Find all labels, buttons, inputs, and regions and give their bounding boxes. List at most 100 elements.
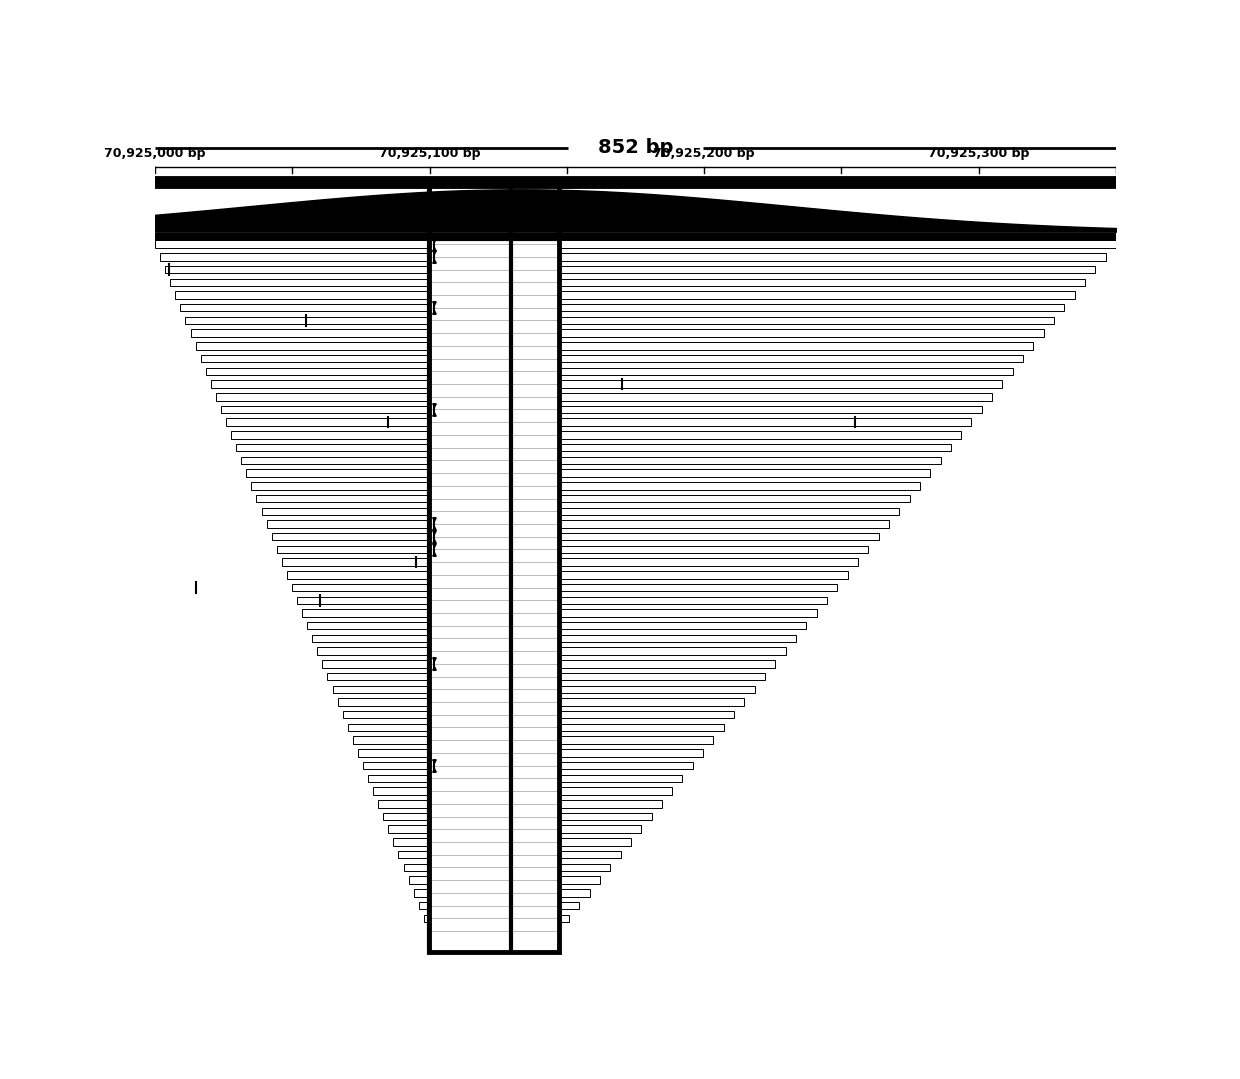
Bar xyxy=(558,660,775,668)
Text: 70,925,000 bp: 70,925,000 bp xyxy=(104,147,206,160)
Bar xyxy=(429,186,558,952)
Bar xyxy=(558,863,610,871)
Text: 70,925,200 bp: 70,925,200 bp xyxy=(653,147,755,160)
Bar xyxy=(558,380,1002,387)
Bar xyxy=(558,597,827,604)
Bar xyxy=(180,304,429,312)
Bar xyxy=(247,469,429,477)
Bar xyxy=(558,902,579,910)
Bar xyxy=(262,507,429,515)
Bar xyxy=(558,634,796,642)
Bar xyxy=(558,851,620,859)
Bar xyxy=(558,291,1075,299)
Bar xyxy=(403,863,429,871)
Bar xyxy=(170,278,429,286)
Bar xyxy=(373,788,429,795)
Bar xyxy=(558,342,1033,350)
Bar xyxy=(211,380,429,387)
Bar xyxy=(317,647,429,655)
Bar xyxy=(409,876,429,884)
Bar xyxy=(206,368,429,375)
Bar xyxy=(281,558,429,565)
Bar xyxy=(175,291,429,299)
Bar xyxy=(221,406,429,413)
Bar xyxy=(201,355,429,363)
Bar xyxy=(226,419,429,426)
Bar xyxy=(558,558,858,565)
Bar xyxy=(342,711,429,719)
Bar xyxy=(398,851,429,859)
Bar xyxy=(558,456,940,464)
Bar xyxy=(196,342,429,350)
Bar xyxy=(558,812,651,820)
Bar xyxy=(353,737,429,743)
Bar xyxy=(155,241,429,248)
Bar xyxy=(558,838,631,846)
Text: 70,925,100 bp: 70,925,100 bp xyxy=(379,147,480,160)
Bar xyxy=(558,825,641,833)
Bar xyxy=(558,584,837,591)
Bar xyxy=(291,584,429,591)
Bar xyxy=(558,355,1023,363)
Bar xyxy=(558,724,724,732)
Bar xyxy=(558,647,786,655)
Bar xyxy=(165,265,429,273)
Bar xyxy=(558,317,1054,324)
Bar xyxy=(272,533,429,541)
Bar xyxy=(378,800,429,807)
Bar xyxy=(322,660,429,668)
Text: 70,925,300 bp: 70,925,300 bp xyxy=(928,147,1029,160)
Bar xyxy=(327,673,429,681)
Bar xyxy=(419,902,429,910)
Bar xyxy=(558,762,693,769)
Bar xyxy=(337,698,429,706)
Bar xyxy=(558,393,992,400)
Bar xyxy=(558,698,744,706)
Bar xyxy=(277,546,429,554)
Bar xyxy=(558,889,589,897)
Bar xyxy=(252,482,429,490)
Bar xyxy=(347,724,429,732)
Bar xyxy=(298,597,429,604)
Bar xyxy=(424,915,429,921)
Bar xyxy=(558,711,734,719)
Bar xyxy=(393,838,429,846)
Bar xyxy=(242,456,429,464)
Bar xyxy=(414,889,429,897)
Bar xyxy=(231,432,429,439)
Bar xyxy=(388,825,429,833)
Bar xyxy=(558,673,765,681)
Bar xyxy=(186,317,429,324)
Bar xyxy=(332,685,429,693)
Text: 852 bp: 852 bp xyxy=(598,138,673,158)
Bar xyxy=(558,469,930,477)
Bar xyxy=(558,737,713,743)
Bar xyxy=(358,749,429,756)
Bar xyxy=(312,634,429,642)
Bar xyxy=(558,254,1106,261)
Bar xyxy=(558,915,569,921)
Bar xyxy=(363,762,429,769)
Bar xyxy=(558,507,899,515)
Bar xyxy=(558,241,1116,248)
Bar xyxy=(368,775,429,782)
Bar xyxy=(558,788,672,795)
Bar xyxy=(558,265,1095,273)
Bar xyxy=(558,482,920,490)
Bar xyxy=(558,749,703,756)
Bar xyxy=(558,406,982,413)
Bar xyxy=(267,520,429,528)
Bar xyxy=(558,304,1064,312)
Bar xyxy=(286,571,429,578)
Bar xyxy=(558,876,600,884)
Bar xyxy=(558,775,682,782)
Bar xyxy=(236,443,429,451)
Bar xyxy=(558,495,910,502)
Bar xyxy=(558,432,961,439)
Bar xyxy=(558,800,662,807)
Bar xyxy=(558,571,848,578)
Bar xyxy=(558,443,951,451)
Bar xyxy=(558,520,889,528)
Bar xyxy=(303,610,429,617)
Bar xyxy=(558,329,1044,337)
